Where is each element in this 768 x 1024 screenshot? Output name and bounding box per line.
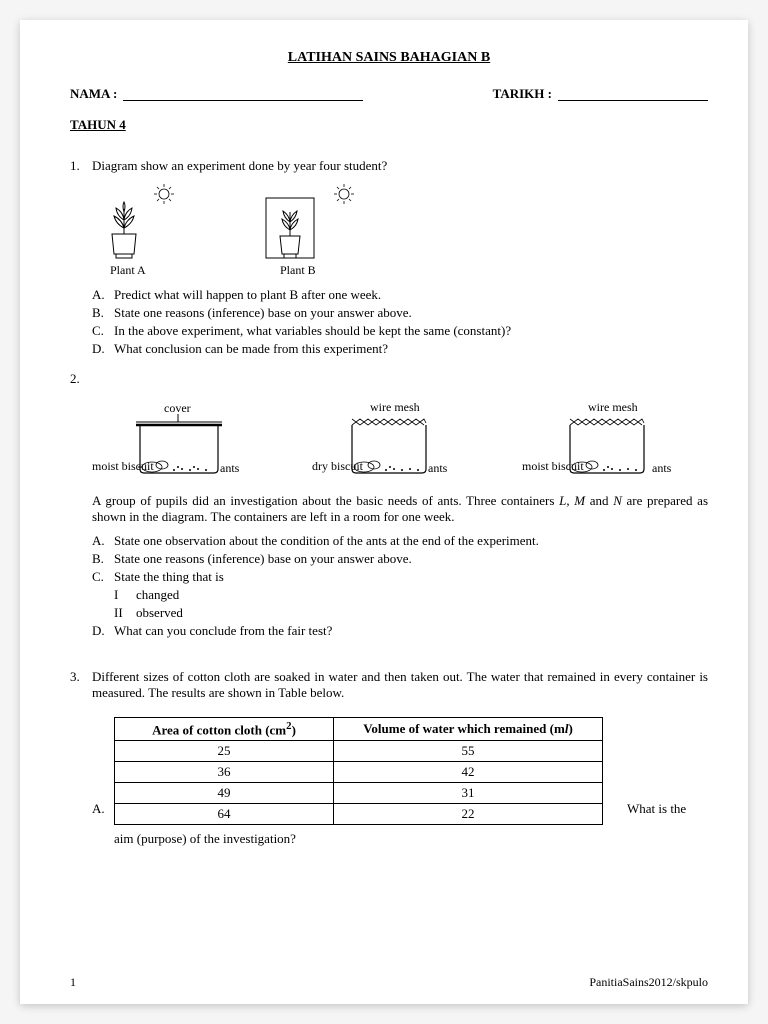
beaker-l-icon: cover moist biscuit ants — [92, 397, 282, 487]
svg-text:wire mesh: wire mesh — [588, 400, 638, 414]
q3-table: Area of cotton cloth (cm2) Volume of wat… — [114, 717, 603, 825]
svg-text:dry biscuit: dry biscuit — [312, 459, 364, 473]
q2-para: A group of pupils did an investigation a… — [92, 493, 708, 525]
q2: 2. — [70, 371, 708, 387]
q3-col2: Volume of water which remained (ml) — [334, 718, 603, 741]
date-label: TARIKH : — [493, 86, 552, 102]
credit: PanitiaSains2012/skpulo — [589, 975, 708, 990]
q1-c: In the above experiment, what variables … — [114, 323, 511, 339]
svg-text:cover: cover — [164, 401, 191, 415]
q3-table-row: A. Area of cotton cloth (cm2) Volume of … — [92, 711, 708, 831]
q2-a: State one observation about the conditio… — [114, 533, 539, 549]
plant-b-label: Plant B — [280, 263, 316, 277]
q2-c1: changed — [136, 587, 179, 603]
svg-text:ants: ants — [652, 461, 672, 475]
q3-text: Different sizes of cotton cloth are soak… — [92, 669, 708, 701]
q3-num: 3. — [70, 669, 92, 701]
date-blank — [558, 86, 708, 101]
name-blank — [123, 86, 363, 101]
q2-c2: observed — [136, 605, 183, 621]
q2-b: State one reasons (inference) base on yo… — [114, 551, 412, 567]
svg-text:moist biscuit: moist biscuit — [522, 459, 584, 473]
plant-a-label: Plant A — [110, 263, 146, 277]
beaker-n-icon: wire mesh moist biscuit ants — [522, 397, 712, 487]
q1-diagram: Plant A Plant B — [92, 184, 708, 279]
beaker-m-icon: wire mesh dry biscuit ants — [312, 397, 492, 487]
page: LATIHAN SAINS BAHAGIAN B NAMA : TARIKH :… — [20, 20, 748, 1004]
q1-a: Predict what will happen to plant B afte… — [114, 287, 381, 303]
q1-num: 1. — [70, 158, 92, 174]
page-number: 1 — [70, 975, 76, 990]
q1-d: What conclusion can be made from this ex… — [114, 341, 388, 357]
q1-text: Diagram show an experiment done by year … — [92, 158, 708, 174]
q3: 3. Different sizes of cotton cloth are s… — [70, 669, 708, 701]
q2-c: State the thing that is — [114, 569, 224, 585]
q1: 1. Diagram show an experiment done by ye… — [70, 158, 708, 174]
q3-col1: Area of cotton cloth (cm2) — [115, 718, 334, 741]
q2-options: A.State one observation about the condit… — [92, 533, 708, 639]
svg-text:ants: ants — [428, 461, 448, 475]
q3-a-post: What is the — [603, 801, 686, 831]
header-row: NAMA : TARIKH : — [70, 86, 708, 102]
q2-num: 2. — [70, 371, 92, 387]
q2-d: What can you conclude from the fair test… — [114, 623, 332, 639]
plant-a-icon: Plant A — [92, 184, 182, 279]
q2-diagram: cover moist biscuit ants wire mesh — [92, 397, 708, 487]
q1-b: State one reasons (inference) base on yo… — [114, 305, 412, 321]
q1-options: A.Predict what will happen to plant B af… — [92, 287, 708, 357]
q3-a-next: aim (purpose) of the investigation? — [114, 831, 708, 847]
svg-text:moist biscuit: moist biscuit — [92, 459, 154, 473]
footer: 1 PanitiaSains2012/skpulo — [70, 975, 708, 990]
svg-text:wire mesh: wire mesh — [370, 400, 420, 414]
name-label: NAMA : — [70, 86, 117, 102]
q3-a-letter: A. — [92, 801, 114, 831]
svg-text:ants: ants — [220, 461, 240, 475]
plant-b-icon: Plant B — [252, 184, 362, 279]
title: LATIHAN SAINS BAHAGIAN B — [70, 50, 708, 66]
grade: TAHUN 4 — [70, 117, 708, 133]
